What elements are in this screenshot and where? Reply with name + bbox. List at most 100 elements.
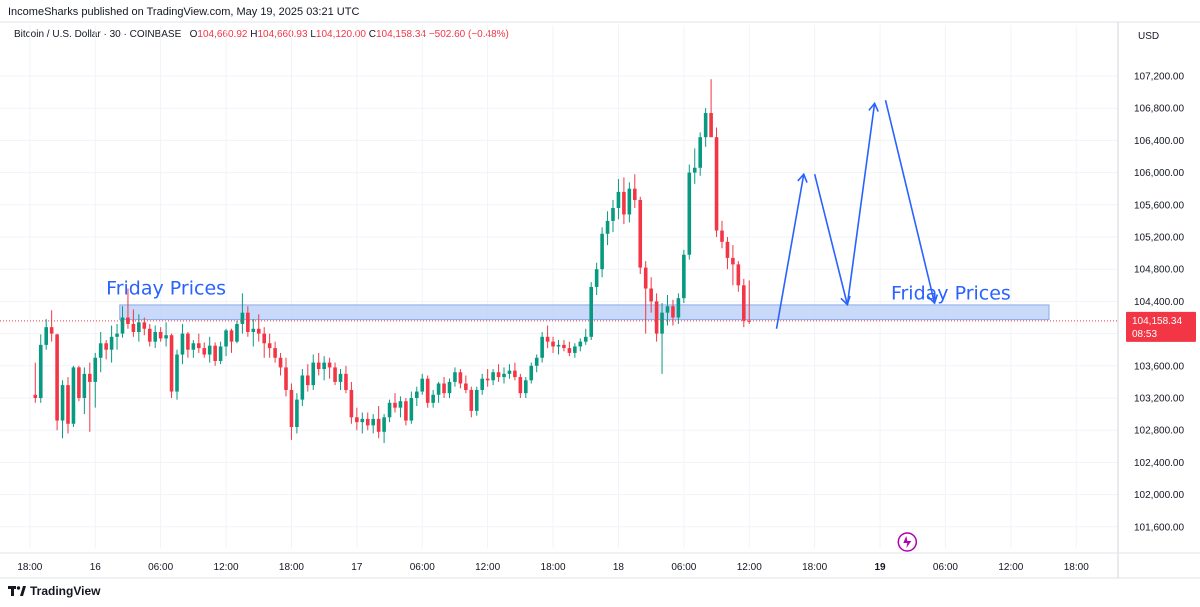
- x-tick-label: 18:00: [17, 562, 42, 573]
- candle-body: [703, 113, 708, 138]
- y-tick-label: 106,400.00: [1134, 136, 1184, 147]
- candle-body: [82, 373, 87, 398]
- annotation-arrow-line: [846, 103, 876, 305]
- candle-body: [60, 385, 65, 421]
- candle-body: [235, 323, 239, 342]
- x-tick-label: 18:00: [541, 562, 566, 573]
- candle-body: [371, 418, 375, 426]
- candle-body: [229, 330, 234, 342]
- annotations-layer: Friday Prices Friday Prices: [106, 99, 1011, 552]
- symbol-legend: Bitcoin / U.S. Dollar · 30 · COINBASE O1…: [14, 29, 509, 40]
- candle-body: [496, 372, 501, 378]
- y-tick-label: 102,800.00: [1134, 426, 1184, 437]
- candle-body: [393, 402, 397, 408]
- candle-body: [360, 418, 365, 423]
- y-tick-label: 104,400.00: [1134, 297, 1184, 308]
- candle-body: [355, 417, 359, 423]
- candle-body: [545, 336, 550, 342]
- candle-body: [256, 328, 261, 334]
- candle-body: [38, 344, 43, 398]
- axes-layer: 107,200.00 106,800.00 106,400.00 106,000.00…: [0, 21, 1200, 579]
- tradingview-logo[interactable]: TradingView: [8, 584, 100, 598]
- y-tick-label: 106,800.00: [1134, 104, 1184, 115]
- candle-body: [273, 348, 277, 358]
- candle-body: [240, 312, 245, 324]
- annotation-arrow-line: [884, 99, 936, 304]
- x-tick-label: 16: [90, 562, 102, 573]
- candle-body: [692, 167, 697, 173]
- friday-prices-label-left: Friday Prices: [106, 278, 226, 300]
- candle-body: [725, 241, 730, 258]
- candle-body: [747, 320, 752, 322]
- annotation-arrow-line: [813, 174, 849, 305]
- candle-body: [562, 344, 566, 349]
- candle-body: [529, 365, 534, 381]
- x-tick-label: 18:00: [802, 562, 827, 573]
- candle-body: [654, 301, 659, 334]
- candle-body: [246, 312, 250, 332]
- candle-body: [306, 375, 310, 386]
- candle-body: [687, 172, 692, 255]
- candle-body: [137, 322, 141, 332]
- candle-body: [502, 373, 506, 378]
- candle-body: [180, 333, 185, 355]
- candle-body: [376, 418, 381, 432]
- y-tick-label: 102,400.00: [1134, 458, 1184, 469]
- x-tick-label: 18:00: [279, 562, 304, 573]
- x-tick-label: 12:00: [998, 562, 1023, 573]
- candle-body: [77, 367, 81, 398]
- annotation-arrowhead: [927, 294, 939, 305]
- candle-body: [338, 373, 343, 382]
- y-tick-label: 102,000.00: [1134, 490, 1184, 501]
- candle-body: [147, 328, 152, 342]
- candle-body: [600, 233, 604, 270]
- candle-body: [251, 328, 256, 332]
- x-tick-label: 18: [613, 562, 625, 573]
- candle-body: [480, 378, 484, 390]
- publisher-line: IncomeSharks published on TradingView.co…: [8, 6, 360, 18]
- candle-body: [458, 372, 463, 384]
- candle-body: [665, 306, 670, 313]
- candle-body: [295, 399, 299, 427]
- annotation-arrowhead: [868, 101, 879, 112]
- candle-body: [518, 377, 523, 394]
- candle-body: [169, 335, 174, 392]
- last-price-countdown: 08:53: [1132, 329, 1157, 340]
- change-value: −502.60 (−0.48%): [428, 29, 509, 40]
- candle-body: [120, 317, 125, 334]
- candle-body: [513, 370, 517, 378]
- friday-prices-zone: [119, 304, 1050, 321]
- y-tick-label: 107,200.00: [1134, 72, 1184, 83]
- candle-body: [567, 348, 572, 353]
- candle-body: [742, 285, 746, 321]
- candle-body: [207, 345, 212, 355]
- close-label: C: [368, 29, 376, 40]
- candle-body: [289, 389, 294, 427]
- candle-body: [474, 389, 479, 411]
- y-tick-label: 101,600.00: [1134, 522, 1184, 533]
- high-value: 104,660.93: [257, 29, 308, 40]
- candle-body: [638, 199, 643, 268]
- friday-prices-label-right: Friday Prices: [891, 282, 1011, 304]
- candle-body: [349, 389, 354, 418]
- candle-body: [627, 188, 632, 215]
- candle-body: [415, 391, 419, 398]
- candle-body: [71, 367, 76, 424]
- candle-body: [643, 267, 648, 289]
- candle-body: [682, 254, 686, 299]
- candle-body: [44, 327, 48, 345]
- open-label: O: [189, 29, 198, 40]
- candle-body: [431, 394, 435, 403]
- candle-body: [616, 191, 621, 209]
- y-tick-label: 103,200.00: [1134, 394, 1184, 405]
- candle-body: [594, 269, 599, 287]
- x-tick-label: 12:00: [737, 562, 762, 573]
- candle-body: [605, 220, 610, 234]
- candle-body: [578, 341, 583, 347]
- candle-body: [98, 343, 103, 358]
- candle-body: [436, 383, 441, 395]
- currency-label[interactable]: USD: [1138, 31, 1160, 42]
- candle-body: [218, 346, 223, 361]
- candle-body: [33, 394, 38, 398]
